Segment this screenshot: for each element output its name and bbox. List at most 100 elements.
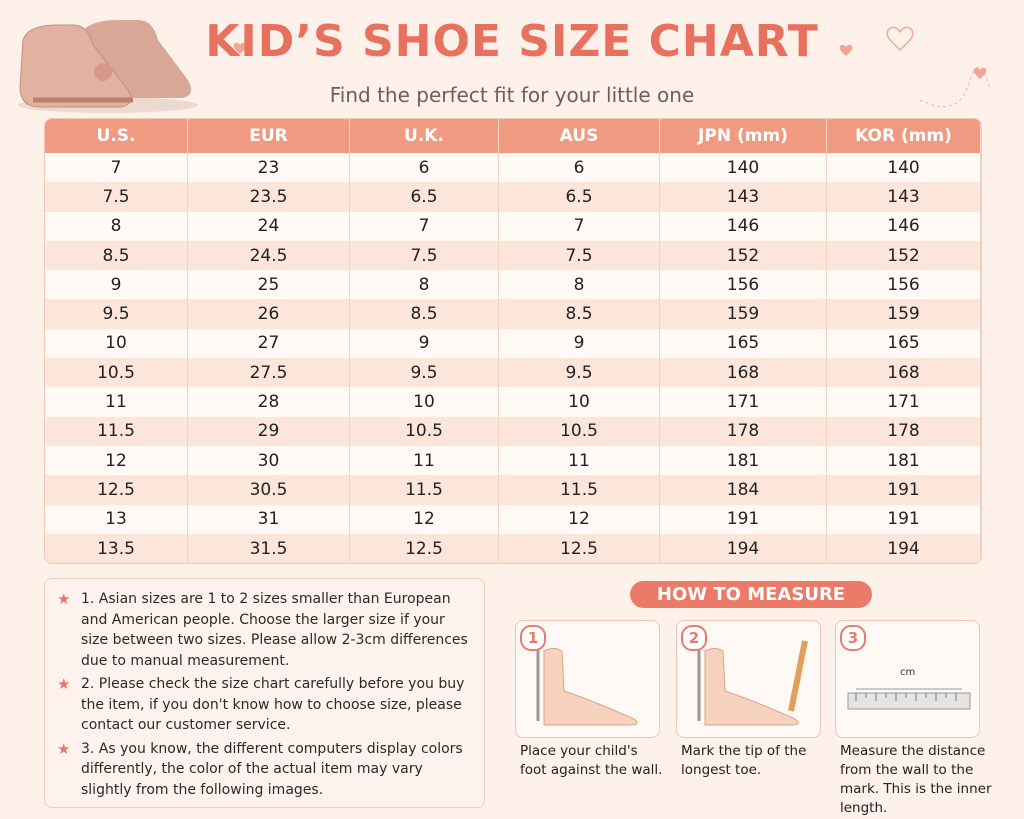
step-card: 1 — [515, 620, 660, 738]
column-header: U.K. — [350, 119, 499, 153]
heart — [233, 42, 247, 54]
table-cell: 9.5 — [499, 358, 660, 388]
size-table: U.S. EUR U.K. AUS JPN (mm) KOR (mm) 7 23 6 6 140 14… — [44, 118, 982, 565]
table-cell: 7.5 — [499, 240, 660, 271]
table-row: 12 30 11 11 181 181 — [45, 445, 981, 476]
table-cell: 191 — [660, 504, 827, 534]
table-cell: 11.5 — [499, 475, 660, 505]
table-cell: 7 — [45, 153, 188, 183]
step-number: 3 — [840, 625, 866, 651]
star-icon: ★ — [57, 675, 71, 693]
table-cell: 168 — [827, 358, 981, 388]
header-row: U.S. EUR U.K. AUS JPN (mm) KOR (mm) — [45, 119, 981, 153]
table-cell: 181 — [660, 445, 827, 476]
table-cell: 146 — [827, 211, 981, 241]
table-cell: 194 — [827, 533, 981, 564]
table-cell: 11 — [499, 445, 660, 476]
table-cell: 9.5 — [45, 299, 188, 329]
table-cell: 168 — [660, 358, 827, 388]
table-cell: 11 — [45, 387, 188, 417]
table-cell: 9.5 — [350, 358, 499, 388]
ruler-unit: cm — [900, 667, 916, 678]
table-cell: 9 — [499, 328, 660, 359]
table-cell: 12 — [499, 504, 660, 534]
table-cell: 10.5 — [45, 358, 188, 388]
table-cell: 7.5 — [45, 182, 188, 212]
table-cell: 30.5 — [188, 475, 350, 505]
table-cell: 7 — [350, 211, 499, 241]
step-caption: Place your child's foot against the wall… — [520, 743, 663, 778]
table-cell: 13.5 — [45, 533, 188, 564]
table-cell: 27.5 — [188, 358, 350, 388]
step-caption: Measure the distance from the wall to th… — [840, 743, 992, 816]
table-cell: 184 — [660, 475, 827, 505]
table-row: 9.5 26 8.5 8.5 159 159 — [45, 299, 981, 329]
table-cell: 178 — [660, 416, 827, 446]
table-cell: 30 — [188, 445, 350, 476]
table-cell: 143 — [827, 182, 981, 212]
table-cell: 23.5 — [188, 182, 350, 212]
column-header: KOR (mm) — [827, 119, 981, 153]
table-row: 7 23 6 6 140 140 — [45, 153, 981, 183]
star-icon: ★ — [57, 590, 71, 608]
step-card: 2 — [676, 620, 821, 738]
table-cell: 12 — [45, 445, 188, 476]
table-cell: 10.5 — [499, 416, 660, 446]
table-row: 8 24 7 7 146 146 — [45, 211, 981, 241]
step-caption: Mark the tip of the longest toe. — [681, 743, 807, 778]
table-row: 11.5 29 10.5 10.5 178 178 — [45, 416, 981, 446]
table-cell: 10 — [350, 387, 499, 417]
column-header: JPN (mm) — [660, 119, 827, 153]
table-cell: 156 — [827, 270, 981, 300]
table-cell: 27 — [188, 328, 350, 359]
table-row: 9 25 8 8 156 156 — [45, 270, 981, 300]
table-cell: 24.5 — [188, 240, 350, 271]
table-cell: 11 — [350, 445, 499, 476]
note: ★ 3. As you know, the different computers… — [57, 739, 463, 798]
table-cell: 8.5 — [499, 299, 660, 329]
step-number: 2 — [681, 625, 707, 651]
table-cell: 6.5 — [350, 182, 499, 212]
table-cell: 143 — [660, 182, 827, 212]
table-cell: 12.5 — [45, 475, 188, 505]
table-cell: 140 — [827, 153, 981, 183]
table-cell: 8 — [350, 270, 499, 300]
table-cell: 191 — [827, 504, 981, 534]
table-row: 8.5 24.5 7.5 7.5 152 152 — [45, 240, 981, 271]
table-cell: 9 — [350, 328, 499, 359]
heart — [839, 44, 853, 56]
table-cell: 31.5 — [188, 533, 350, 564]
table-cell: 12 — [350, 504, 499, 534]
table-cell: 191 — [827, 475, 981, 505]
table-cell: 181 — [827, 445, 981, 476]
table-cell: 8.5 — [45, 240, 188, 271]
measure-title: HOW TO MEASURE — [630, 581, 872, 608]
table-row: 12.5 30.5 11.5 11.5 184 191 — [45, 475, 981, 505]
table-cell: 29 — [188, 416, 350, 446]
table-cell: 152 — [660, 240, 827, 271]
table-cell: 24 — [188, 211, 350, 241]
table-cell: 25 — [188, 270, 350, 300]
table-cell: 12.5 — [350, 533, 499, 564]
table-cell: 10 — [499, 387, 660, 417]
column-header: U.S. — [45, 119, 188, 153]
table-cell: 26 — [188, 299, 350, 329]
note: ★ 2. Please check the size chart carefull… — [57, 675, 465, 733]
table-cell: 159 — [827, 299, 981, 329]
table-cell: 165 — [660, 328, 827, 359]
table-cell: 12.5 — [499, 533, 660, 564]
step-illustration — [536, 641, 638, 726]
star-icon: ★ — [57, 739, 71, 758]
table-row: 13.5 31.5 12.5 12.5 194 194 — [45, 533, 981, 564]
table-row: 7.5 23.5 6.5 6.5 143 143 — [45, 182, 981, 212]
step-number: 1 — [520, 625, 546, 651]
note: ★ 1. Asian sizes are 1 to 2 sizes smaller… — [57, 590, 468, 669]
table-cell: 171 — [827, 387, 981, 417]
table-cell: 8 — [45, 211, 188, 241]
subtitle: Find the perfect fit for your little one — [329, 83, 695, 107]
table-cell: 11.5 — [45, 416, 188, 446]
sandals-illustration — [18, 20, 198, 113]
table-cell: 10 — [45, 328, 188, 359]
